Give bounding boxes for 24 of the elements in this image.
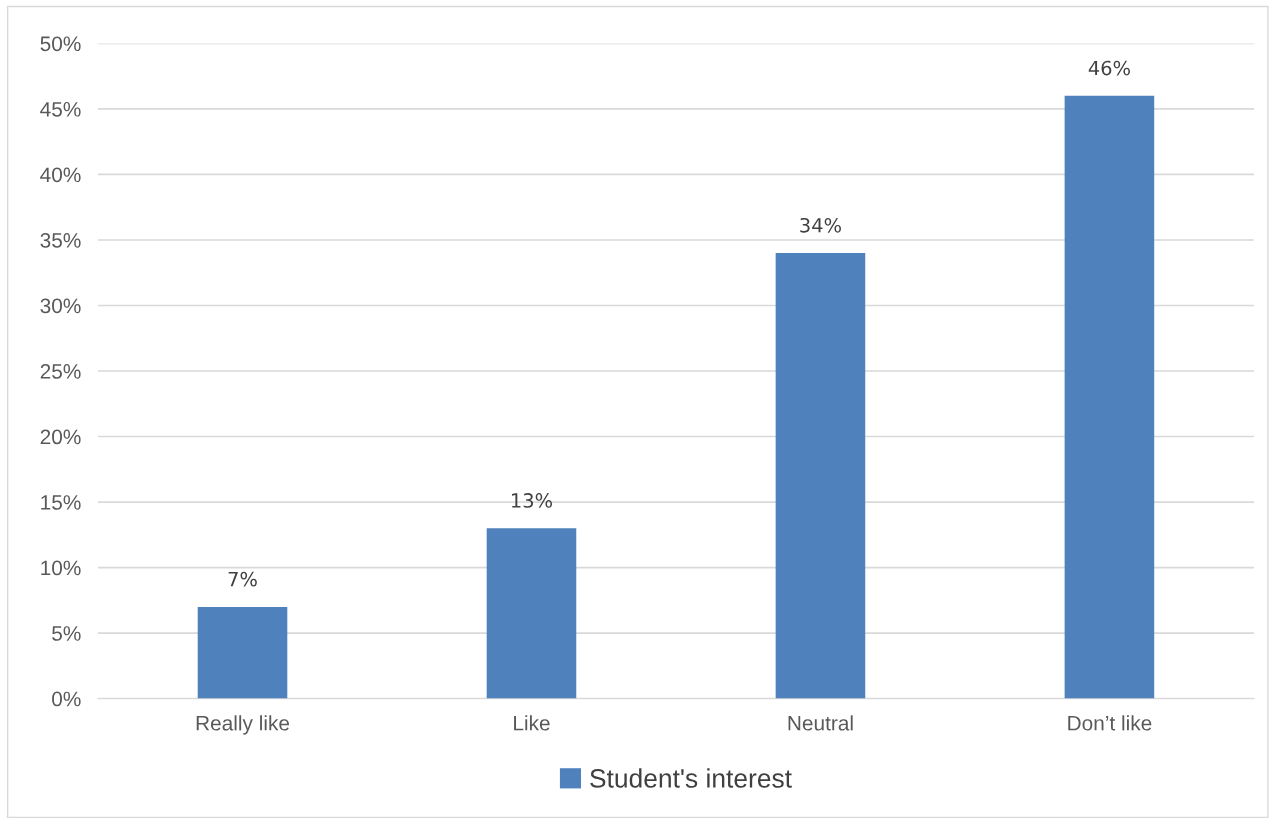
y-tick-label: 5% — [52, 626, 81, 641]
y-tick-label: 45% — [40, 102, 81, 117]
bar — [1064, 95, 1155, 699]
x-tick-label: Like — [514, 715, 550, 731]
y-tick-label: 0% — [52, 691, 81, 707]
legend-label: Student's interest — [590, 768, 792, 788]
y-tick-label: 15% — [41, 495, 81, 510]
y-tick-label: 35% — [40, 232, 81, 248]
y-tick-label: 50% — [40, 36, 81, 52]
bar — [197, 606, 288, 699]
y-tick-label: 20% — [40, 429, 81, 445]
data-label: 46% — [1088, 60, 1130, 76]
x-tick-label: Don’t like — [1068, 715, 1152, 731]
y-tick-label: 10% — [41, 560, 81, 576]
x-tick-label: Really like — [196, 715, 290, 735]
y-tick-label: 25% — [40, 364, 81, 379]
data-label: 7% — [228, 571, 257, 587]
y-tick-label: 40% — [40, 167, 81, 183]
bar — [486, 528, 577, 699]
bar — [775, 253, 866, 699]
data-label: 13% — [512, 493, 553, 508]
x-tick-label: Neutral — [788, 715, 853, 731]
y-tick-label: 30% — [40, 298, 81, 314]
data-label: 34% — [800, 217, 841, 233]
